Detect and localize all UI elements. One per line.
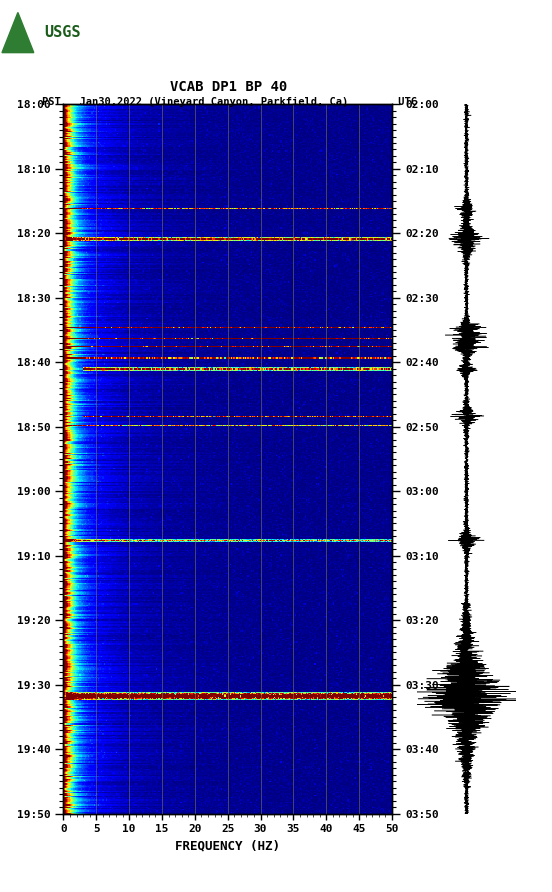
Text: USGS: USGS <box>45 25 81 40</box>
Polygon shape <box>2 12 34 53</box>
Text: PST   Jan30,2022 (Vineyard Canyon, Parkfield, Ca)        UTC: PST Jan30,2022 (Vineyard Canyon, Parkfie… <box>41 97 417 107</box>
Text: VCAB DP1 BP 40: VCAB DP1 BP 40 <box>171 79 288 94</box>
X-axis label: FREQUENCY (HZ): FREQUENCY (HZ) <box>175 839 280 853</box>
